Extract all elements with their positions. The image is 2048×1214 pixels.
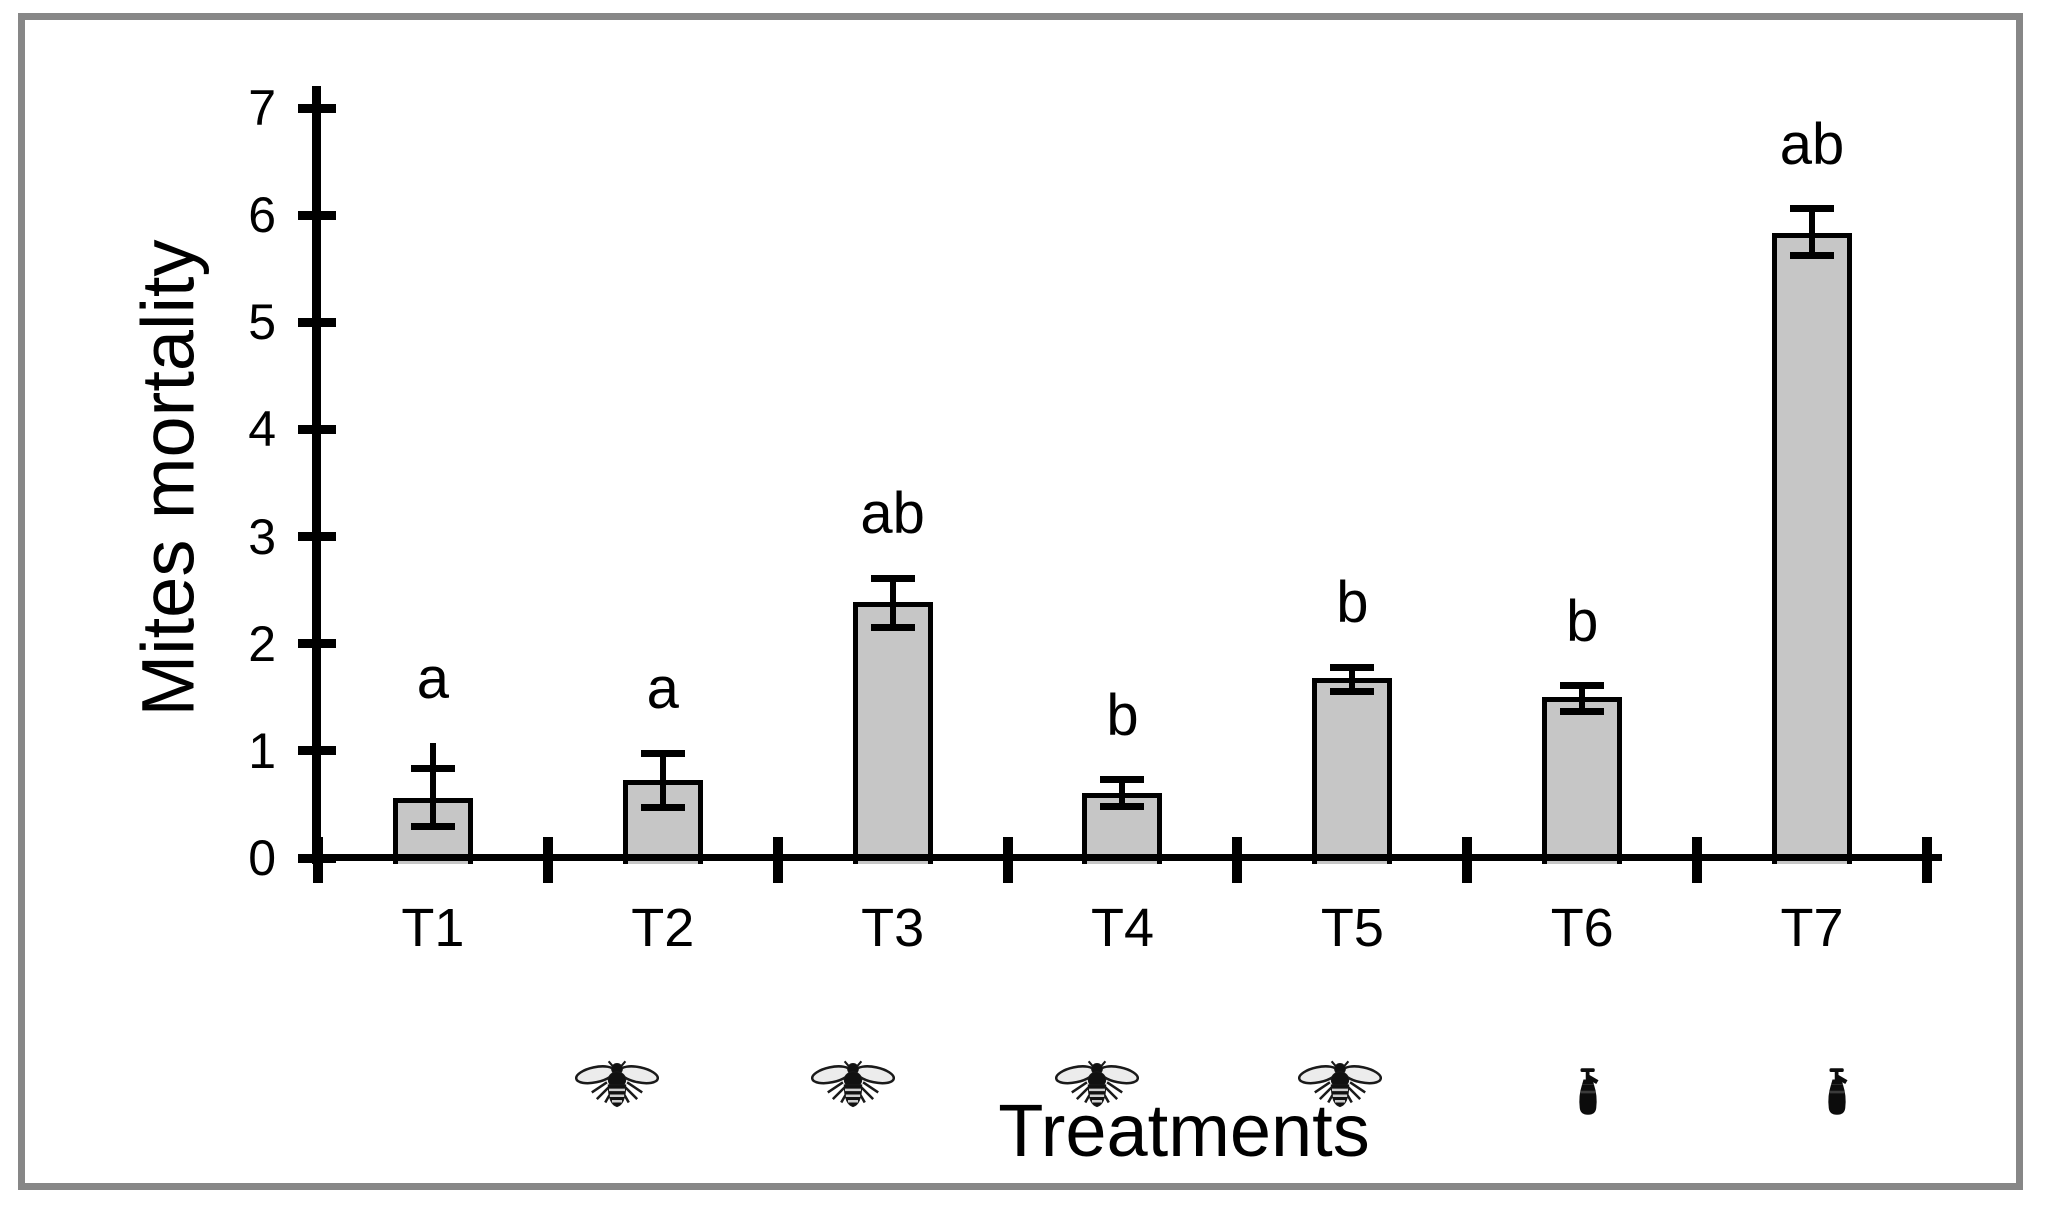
bar-T6 — [1542, 697, 1623, 864]
y-axis-tick — [298, 639, 336, 649]
y-axis-tick — [298, 103, 336, 113]
error-bar-line-T5 — [1349, 667, 1356, 692]
bee-icon — [574, 1060, 660, 1108]
x-tick-label-T6: T6 — [1550, 898, 1614, 958]
x-tick-label-T2: T2 — [631, 898, 695, 958]
error-bar-cap-bottom-T3 — [870, 624, 915, 632]
sig-letter-T1: a — [416, 646, 450, 712]
y-axis-tick — [298, 424, 336, 434]
error-bar-cap-bottom-T4 — [1100, 803, 1145, 811]
error-bar-line-T6 — [1579, 685, 1586, 712]
error-bar-cap-top-T5 — [1330, 663, 1375, 671]
x-tick-label-T3: T3 — [861, 898, 925, 958]
x-axis-tick — [313, 837, 323, 883]
error-bar-line-T4 — [1119, 779, 1126, 807]
sig-letter-T4: b — [1106, 682, 1139, 748]
error-bar-line-T3 — [889, 578, 896, 628]
sig-letter-T7: ab — [1779, 111, 1845, 177]
bee-icon-wrap-T3 — [810, 1060, 896, 1108]
x-axis-tick — [1921, 837, 1932, 883]
sig-letter-T6: b — [1566, 588, 1599, 654]
y-tick-label-5: 5 — [248, 294, 276, 351]
y-tick-label-1: 1 — [248, 722, 276, 779]
error-bar-line-T1 — [429, 743, 436, 827]
error-bar-cap-top-T2 — [640, 749, 685, 757]
sig-letter-T2: a — [646, 656, 679, 721]
sig-letter-T5: b — [1336, 570, 1369, 636]
bee-icon — [810, 1060, 896, 1108]
sprayer-icon — [1579, 1068, 1599, 1115]
x-axis-tick — [542, 837, 553, 883]
error-bar-cap-top-T3 — [870, 574, 915, 582]
sig-letter-T3: ab — [860, 481, 925, 547]
bee-icon — [1054, 1060, 1140, 1108]
y-axis-tick — [298, 317, 336, 327]
y-axis-tick — [298, 532, 336, 542]
sprayer-icon — [1828, 1068, 1848, 1115]
x-axis-tick — [1462, 837, 1473, 883]
error-bar-cap-top-T4 — [1100, 776, 1145, 784]
y-tick-label-6: 6 — [248, 187, 276, 244]
y-tick-label-2: 2 — [248, 615, 276, 672]
error-bar-cap-bottom-T5 — [1330, 688, 1375, 696]
y-tick-label-7: 7 — [248, 80, 276, 136]
bee-icon-wrap-T5 — [1297, 1060, 1383, 1108]
error-bar-line-T2 — [659, 753, 666, 808]
x-axis-tick — [1692, 837, 1703, 883]
sprayer-icon-wrap-T7 — [1822, 1064, 1852, 1122]
error-bar-line-T7 — [1809, 208, 1816, 256]
error-bar-cap-bottom-T6 — [1560, 707, 1605, 715]
x-axis-tick — [1002, 837, 1013, 883]
figure-border — [18, 13, 2023, 1190]
x-tick-label-T4: T4 — [1090, 898, 1154, 958]
sprayer-icon-wrap-T6 — [1573, 1064, 1603, 1122]
error-bar-cap-top-T7 — [1790, 205, 1835, 213]
y-axis-line — [312, 86, 321, 864]
bar-T7 — [1772, 233, 1853, 864]
x-tick-label-T7: T7 — [1780, 898, 1844, 958]
error-bar-cap-top-T1 — [410, 764, 455, 772]
x-tick-label-T5: T5 — [1320, 898, 1384, 958]
x-axis-tick — [1232, 837, 1243, 883]
x-axis-title: Treatments — [998, 1089, 1370, 1172]
x-axis-line — [306, 854, 1942, 861]
bar-T5 — [1312, 678, 1393, 864]
error-bar-cap-bottom-T1 — [410, 823, 455, 831]
error-bar-cap-bottom-T2 — [640, 804, 685, 812]
bee-icon — [1297, 1060, 1383, 1108]
y-axis-tick — [298, 746, 336, 756]
bee-icon-wrap-T4 — [1054, 1060, 1140, 1108]
bee-icon-wrap-T2 — [574, 1060, 660, 1108]
bar-T3 — [852, 601, 933, 864]
x-axis-tick — [772, 837, 783, 883]
error-bar-cap-top-T6 — [1560, 682, 1605, 689]
y-tick-label-4: 4 — [248, 401, 276, 458]
y-tick-label-3: 3 — [248, 508, 276, 565]
y-tick-label-0: 0 — [248, 830, 276, 886]
y-axis-tick — [298, 210, 336, 220]
error-bar-cap-bottom-T7 — [1790, 252, 1835, 260]
x-tick-label-T1: T1 — [401, 898, 465, 958]
